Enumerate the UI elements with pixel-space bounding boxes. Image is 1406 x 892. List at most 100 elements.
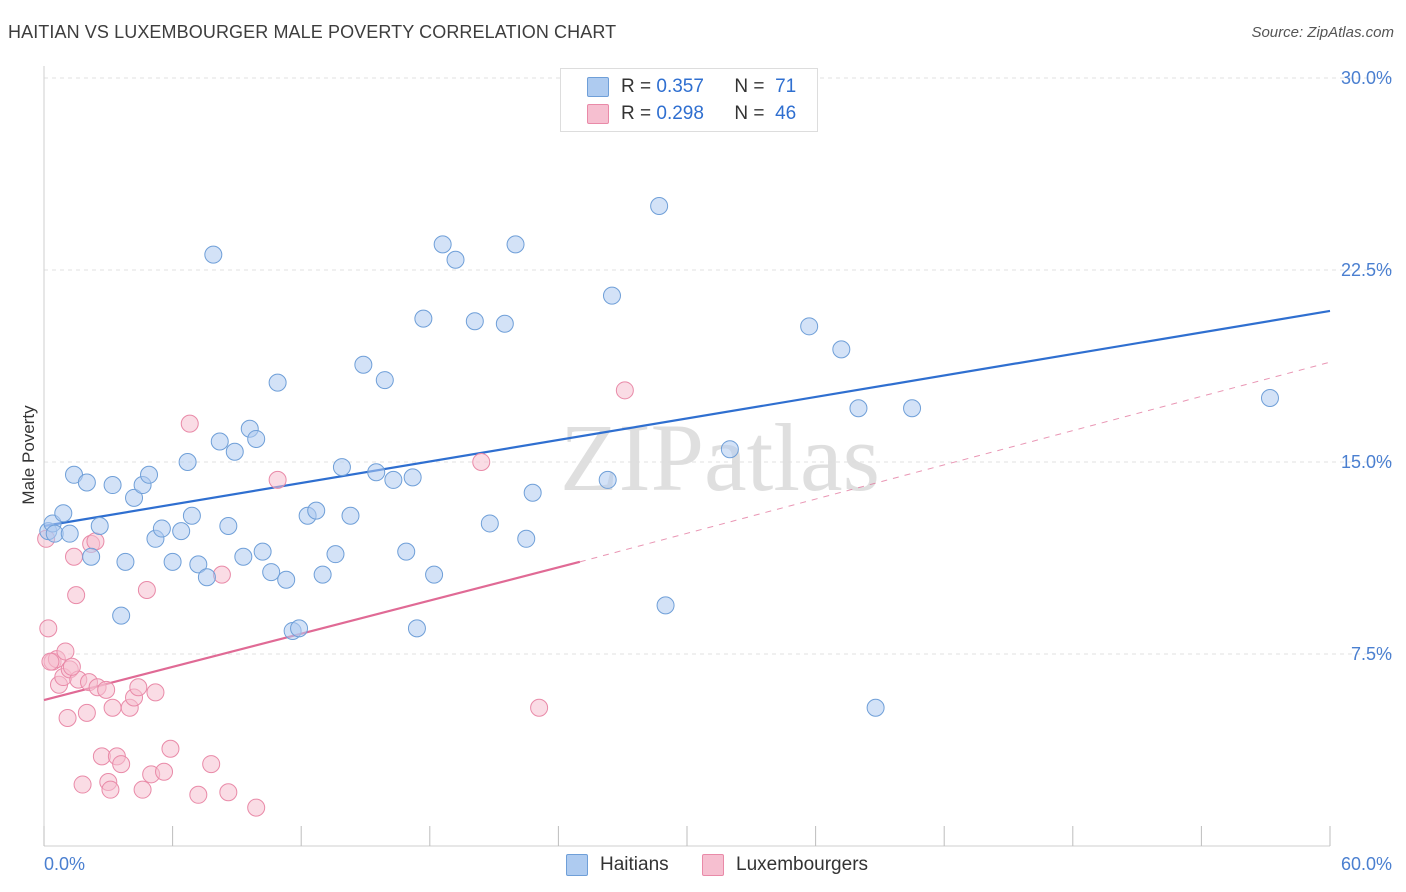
legend-r-label: R = xyxy=(621,103,652,124)
haitians-point xyxy=(326,545,345,564)
haitians-point xyxy=(425,565,444,584)
luxembourgers-trend-extension xyxy=(579,361,1331,563)
y-tick-label: 22.5% xyxy=(1341,260,1392,280)
luxembourgers-point xyxy=(189,785,208,804)
haitians-point xyxy=(517,529,536,548)
haitians-legend-swatch xyxy=(566,854,588,876)
haitians-point xyxy=(172,522,191,541)
haitians-trend-line xyxy=(43,309,1331,528)
haitians-point xyxy=(268,373,287,392)
legend-n-value: 71 xyxy=(775,76,797,97)
haitians-point xyxy=(433,235,452,254)
luxembourgers-point xyxy=(202,755,221,774)
haitians-point xyxy=(403,468,422,487)
haitians-point xyxy=(832,340,851,359)
luxembourgers-point xyxy=(146,683,165,702)
haitians-point xyxy=(414,309,433,328)
legend-row-luxembourgers: R = 0.298 N = 46 xyxy=(587,102,796,126)
haitians-point xyxy=(656,596,675,615)
haitians-point xyxy=(800,317,819,336)
luxembourgers-point xyxy=(103,698,122,717)
haitians-point xyxy=(60,524,79,543)
haitians-point xyxy=(480,514,499,533)
luxembourgers-point xyxy=(62,657,81,676)
haitians-legend-label: Haitians xyxy=(600,854,669,875)
luxembourgers-point xyxy=(180,414,199,433)
luxembourgers-point xyxy=(268,470,287,489)
haitians-point xyxy=(650,197,669,215)
haitians-point xyxy=(407,619,426,638)
haitians-point xyxy=(247,429,266,448)
chart-title: HAITIAN VS LUXEMBOURGER MALE POVERTY COR… xyxy=(8,22,617,42)
bottom-legend-haitians: Haitians xyxy=(566,852,669,878)
luxembourgers-point xyxy=(86,532,105,551)
legend-n-value: 46 xyxy=(775,103,797,124)
haitians-point xyxy=(90,517,109,535)
luxembourgers-point xyxy=(112,755,131,774)
luxembourgers-legend-label: Luxembourgers xyxy=(736,854,869,875)
luxembourgers-point xyxy=(137,581,156,599)
luxembourgers-point xyxy=(101,780,120,799)
haitians-point xyxy=(313,565,332,584)
haitians-point xyxy=(182,506,201,525)
legend-n-label: N = xyxy=(734,103,765,124)
haitians-point xyxy=(397,542,416,561)
haitians-point xyxy=(354,355,373,374)
haitians-point xyxy=(506,235,525,254)
luxembourgers-point xyxy=(77,703,96,722)
haitians-point xyxy=(178,453,197,471)
haitians-point xyxy=(163,552,182,571)
luxembourgers-point xyxy=(161,739,180,758)
haitians-point xyxy=(465,312,484,331)
haitians-point xyxy=(375,371,394,390)
y-tick-label: 7.5% xyxy=(1351,644,1392,664)
luxembourgers-point xyxy=(97,680,116,699)
haitians-point xyxy=(849,399,868,418)
luxembourgers-point xyxy=(472,453,491,471)
haitians-point xyxy=(219,517,238,535)
haitians-point xyxy=(341,506,360,525)
haitians-point xyxy=(140,465,159,484)
haitians-point xyxy=(332,458,351,477)
luxembourgers-point xyxy=(219,783,238,802)
haitians-point xyxy=(602,286,621,305)
luxembourgers-point xyxy=(615,381,634,400)
luxembourgers-point xyxy=(56,642,75,661)
haitians-swatch xyxy=(587,77,609,97)
haitians-point xyxy=(125,488,144,507)
luxembourgers-trend-line xyxy=(43,560,581,702)
haitians-point xyxy=(367,463,386,482)
haitians-point xyxy=(234,547,253,566)
y-tick-label: 15.0% xyxy=(1341,452,1392,472)
legend-n-label: N = xyxy=(734,76,765,97)
luxembourgers-point xyxy=(247,798,266,817)
haitians-point xyxy=(116,552,135,571)
haitians-point xyxy=(290,619,309,638)
haitians-point xyxy=(598,470,617,489)
luxembourgers-swatch xyxy=(587,104,609,124)
luxembourgers-point xyxy=(41,652,60,671)
luxembourgers-point xyxy=(58,709,77,727)
haitians-point xyxy=(307,501,326,520)
haitians-point xyxy=(197,568,216,587)
luxembourgers-point xyxy=(92,747,111,766)
haitians-point xyxy=(277,570,296,589)
haitians-point xyxy=(103,476,122,495)
haitians-point xyxy=(446,250,465,269)
luxembourgers-point xyxy=(212,565,231,584)
luxembourgers-legend-swatch xyxy=(702,854,724,876)
haitians-point xyxy=(262,563,281,582)
legend-r-label: R = xyxy=(621,76,652,97)
trend-lines xyxy=(43,309,1331,702)
haitians-point xyxy=(112,606,131,625)
haitians-point xyxy=(45,524,64,543)
haitians-point xyxy=(495,314,514,333)
haitians-point xyxy=(523,483,542,502)
luxembourgers-point xyxy=(73,775,92,794)
haitians-point xyxy=(866,698,885,717)
axes xyxy=(43,66,1331,847)
haitians-point xyxy=(1260,389,1279,407)
haitians-point xyxy=(225,442,244,461)
bottom-legend-luxembourgers: Luxembourgers xyxy=(702,852,868,878)
